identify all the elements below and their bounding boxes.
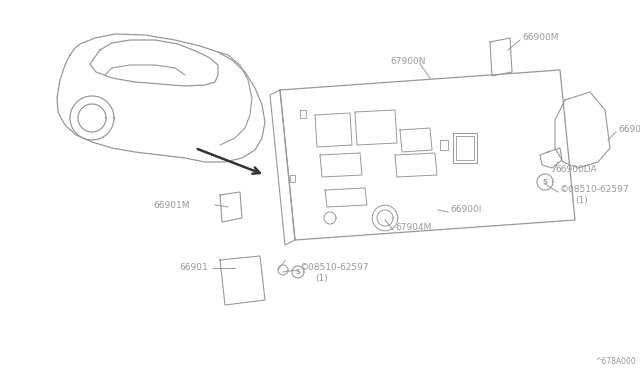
Text: 67904M: 67904M bbox=[395, 224, 431, 232]
Text: (1): (1) bbox=[315, 273, 328, 282]
Text: (1): (1) bbox=[575, 196, 588, 205]
Text: 66901M: 66901M bbox=[154, 201, 190, 209]
Text: 66900DA: 66900DA bbox=[555, 166, 596, 174]
Text: 66900M: 66900M bbox=[522, 33, 559, 42]
Text: S: S bbox=[543, 179, 547, 185]
Text: 66900: 66900 bbox=[618, 125, 640, 135]
Text: S: S bbox=[296, 269, 301, 275]
Text: ©08510-62597: ©08510-62597 bbox=[560, 186, 630, 195]
Text: ^678A000: ^678A000 bbox=[595, 357, 636, 366]
Text: 67900N: 67900N bbox=[390, 58, 426, 67]
Text: ©08510-62597: ©08510-62597 bbox=[300, 263, 370, 273]
Text: 66901: 66901 bbox=[179, 263, 208, 273]
Text: 66900I: 66900I bbox=[450, 205, 481, 215]
